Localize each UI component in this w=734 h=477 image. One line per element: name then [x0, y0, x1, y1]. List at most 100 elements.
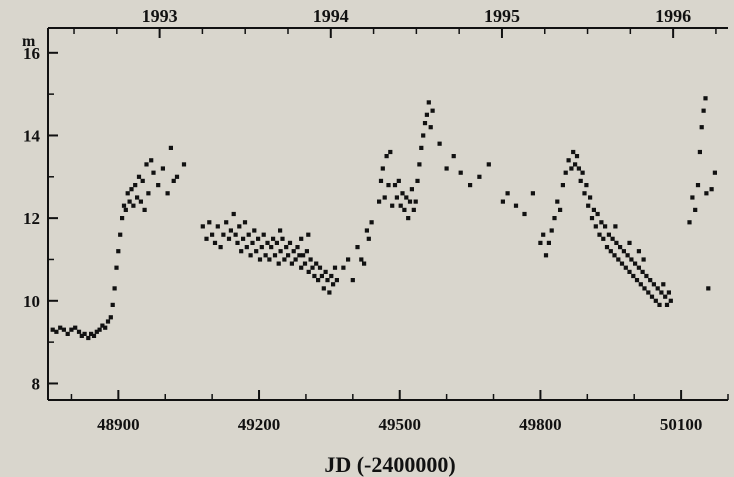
data-point [271, 236, 276, 241]
data-point [259, 245, 264, 250]
data-point [388, 149, 393, 155]
data-point [687, 220, 692, 225]
data-point [629, 257, 634, 262]
data-point [430, 108, 435, 113]
data-point [69, 327, 74, 332]
data-point [127, 199, 132, 204]
data-point [248, 253, 253, 258]
data-point [82, 331, 87, 336]
data-point [332, 265, 338, 270]
data-point [144, 162, 149, 167]
data-point [263, 253, 268, 258]
data-point [384, 154, 389, 159]
data-point [133, 183, 138, 188]
data-point [73, 325, 78, 330]
data-point [110, 302, 115, 307]
data-point [86, 335, 91, 341]
data-point [168, 145, 173, 150]
data-point [314, 261, 319, 266]
data-point [210, 232, 215, 237]
data-point [160, 166, 165, 171]
data-point [608, 249, 613, 254]
data-point [640, 269, 645, 274]
data-point [543, 253, 549, 258]
data-point [140, 178, 145, 183]
data-point [293, 257, 298, 262]
data-point [569, 166, 574, 171]
data-point [586, 203, 591, 208]
data-point [377, 199, 382, 204]
data-point [114, 265, 119, 270]
data-point [252, 228, 257, 233]
data-point [610, 236, 615, 241]
data-point [269, 245, 274, 250]
data-point [278, 228, 283, 233]
y-tick-label: 12 [23, 209, 40, 228]
data-point [693, 207, 698, 212]
data-point [419, 145, 424, 150]
data-point [400, 191, 405, 196]
data-point [574, 154, 580, 159]
data-point [659, 290, 664, 295]
data-point [118, 232, 123, 237]
data-point [627, 240, 632, 245]
data-point [422, 121, 428, 126]
data-point [404, 195, 409, 200]
data-point [149, 158, 154, 163]
data-point [604, 245, 610, 250]
data-point [138, 199, 143, 204]
data-point [135, 195, 140, 200]
data-point [593, 224, 598, 229]
y-tick-label: 14 [23, 126, 41, 145]
x-tick-label: 50100 [660, 415, 703, 434]
data-point [633, 261, 638, 266]
data-point [235, 240, 240, 245]
data-point [146, 191, 151, 196]
data-points [50, 96, 717, 341]
data-point [355, 245, 360, 250]
data-point [424, 112, 429, 117]
data-point [105, 319, 111, 324]
data-point [578, 178, 583, 183]
data-point [297, 253, 302, 258]
data-point [563, 170, 568, 175]
data-point [237, 224, 242, 229]
data-point [690, 195, 695, 200]
data-point [181, 162, 187, 167]
data-point [390, 203, 395, 208]
data-point [316, 278, 321, 283]
data-point [560, 183, 565, 188]
data-point [606, 232, 611, 237]
data-point [651, 282, 656, 287]
data-point [642, 286, 647, 291]
data-point [231, 211, 236, 217]
year-tick-label: 1994 [313, 6, 349, 26]
data-point [500, 199, 505, 204]
data-point [242, 220, 248, 225]
data-point [406, 216, 411, 221]
data-point [541, 232, 546, 237]
data-point [712, 170, 717, 175]
data-point [334, 278, 339, 283]
data-point [595, 211, 600, 217]
data-point [701, 108, 706, 113]
data-point [573, 162, 578, 167]
data-point [89, 331, 94, 336]
data-point [323, 269, 328, 274]
data-point [325, 278, 330, 283]
data-point [468, 183, 473, 188]
data-point [663, 294, 668, 299]
data-point [319, 273, 324, 279]
data-point [174, 174, 180, 179]
data-point [552, 216, 557, 221]
data-point [125, 191, 130, 196]
data-point [417, 162, 422, 167]
tick-labels: 48900 49200 49500 49800 50100 8 10 12 14 16 1993 19… [23, 6, 702, 434]
axis-ticks [48, 28, 729, 400]
data-point [257, 257, 263, 262]
data-point [295, 245, 300, 250]
data-point [522, 211, 527, 217]
data-point [310, 265, 315, 270]
data-point [317, 265, 323, 270]
data-point [282, 257, 287, 262]
